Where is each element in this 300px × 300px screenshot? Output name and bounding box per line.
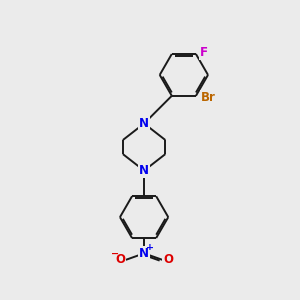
Text: N: N (139, 164, 149, 177)
Text: N: N (139, 117, 149, 130)
Text: N: N (139, 247, 149, 260)
Text: F: F (200, 46, 208, 59)
Text: O: O (115, 253, 125, 266)
Text: Br: Br (201, 91, 216, 104)
Text: +: + (146, 243, 154, 252)
Text: −: − (111, 248, 119, 258)
Text: O: O (163, 253, 173, 266)
